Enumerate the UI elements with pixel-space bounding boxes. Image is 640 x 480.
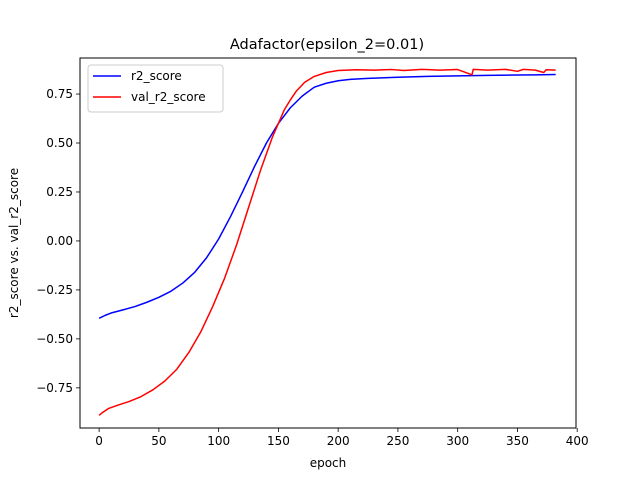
legend-label-r2-score: r2_score <box>131 69 182 83</box>
y-tick-label: 0.75 <box>46 87 73 101</box>
y-tick-label: 0.25 <box>46 185 73 199</box>
x-tick-label: 400 <box>566 434 589 448</box>
x-tick-label: 0 <box>95 434 103 448</box>
chart-title: Adafactor(epsilon_2=0.01) <box>230 37 424 53</box>
legend-label-val-r2-score: val_r2_score <box>131 90 206 104</box>
series-line-r2-score <box>98 73 556 319</box>
series-layer <box>98 68 556 416</box>
plot-frame <box>79 57 577 429</box>
x-tick-label: 200 <box>327 434 350 448</box>
y-tick-label: −0.25 <box>36 283 73 297</box>
y-tick-label: 0.50 <box>46 136 73 150</box>
x-tick-label: 350 <box>506 434 529 448</box>
x-tick-label: 150 <box>267 434 290 448</box>
x-tick-label: 100 <box>207 434 230 448</box>
y-tick-label: −0.75 <box>36 381 73 395</box>
y-tick-label: 0.00 <box>46 234 73 248</box>
y-axis-label: r2_score vs. val_r2_score <box>7 168 21 318</box>
x-axis: 0 50 100 150 200 250 300 350 400 <box>95 428 589 448</box>
legend: r2_score val_r2_score <box>87 64 224 113</box>
y-tick-label: −0.50 <box>36 332 73 346</box>
legend-box <box>87 64 224 113</box>
x-axis-label: epoch <box>310 456 347 470</box>
x-tick-label: 50 <box>151 434 166 448</box>
series-line-val-r2-score <box>98 68 556 416</box>
y-axis: −0.75 −0.50 −0.25 0.00 0.25 0.50 0.75 <box>36 87 80 395</box>
x-tick-label: 300 <box>446 434 469 448</box>
plot-area <box>79 57 577 429</box>
x-tick-label: 250 <box>386 434 409 448</box>
